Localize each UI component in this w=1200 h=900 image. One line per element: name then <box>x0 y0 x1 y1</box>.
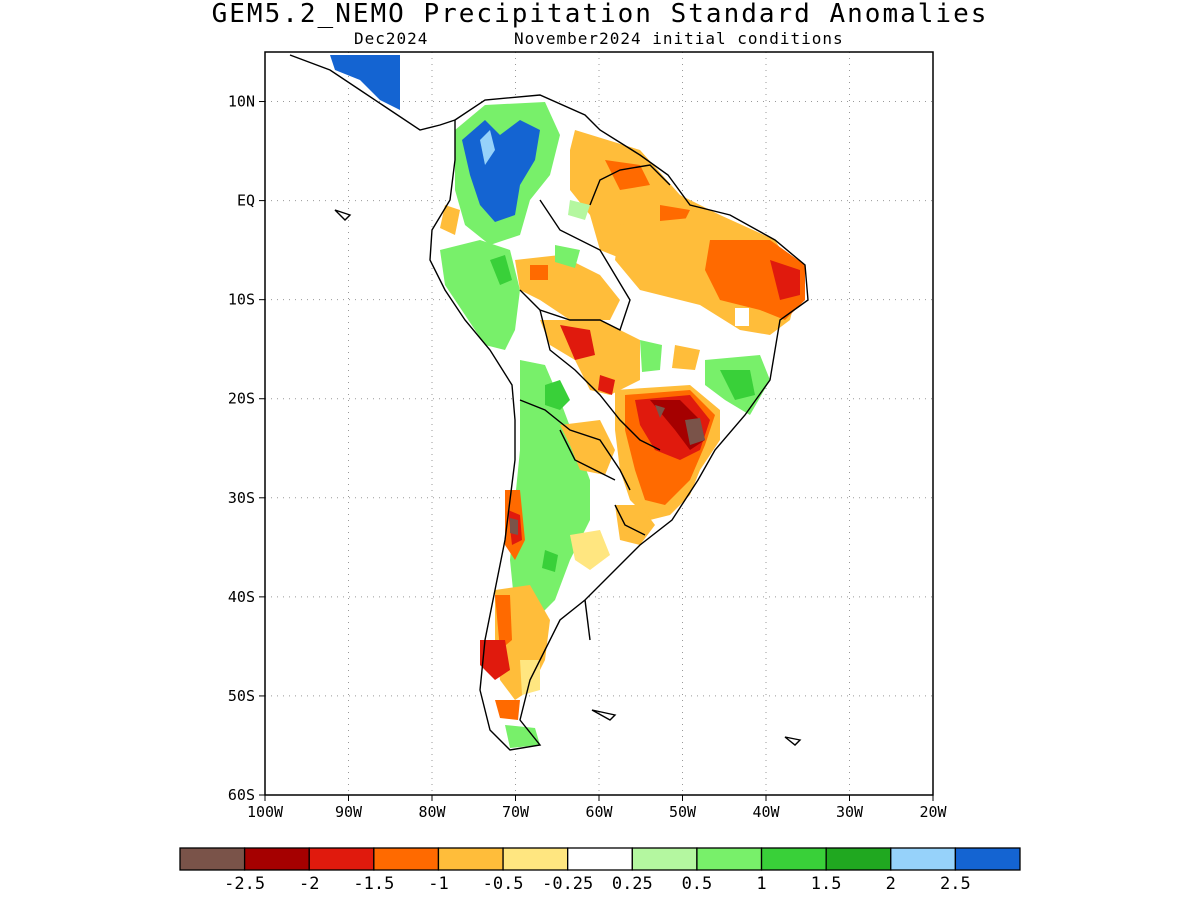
colorbar-label: -1 <box>428 874 448 894</box>
lon-label: 20W <box>919 803 947 821</box>
colorbar-swatch <box>760 847 827 871</box>
lon-label: 50W <box>669 803 697 821</box>
lon-label: 80W <box>418 803 446 821</box>
colorbar-swatch <box>437 847 504 871</box>
colorbar-label: -1.5 <box>353 874 394 894</box>
colorbar-label: 1.5 <box>811 874 842 894</box>
valid-month-label: Dec2024 <box>354 29 429 48</box>
lon-label: 90W <box>335 803 363 821</box>
colorbar-label: 1 <box>756 874 766 894</box>
colorbar-label: -2.5 <box>224 874 265 894</box>
colorbar-label: 0.5 <box>682 874 713 894</box>
colorbar-swatch <box>373 847 440 871</box>
colorbar-swatch <box>567 847 633 871</box>
colorbar-label: -2 <box>299 874 319 894</box>
lon-label: 100W <box>247 803 284 821</box>
lat-label: 10S <box>228 291 255 309</box>
colorbar-label: 0.25 <box>612 874 653 894</box>
map-title: GEM5.2_NEMO Precipitation Standard Anoma… <box>211 0 989 29</box>
colorbar-swatch <box>954 847 1021 871</box>
lon-label: 70W <box>502 803 530 821</box>
colorbar-swatch <box>308 847 375 871</box>
lat-label: 20S <box>228 390 255 408</box>
colorbar-swatch <box>179 847 246 871</box>
lon-label: 30W <box>836 803 864 821</box>
colorbar-label: -0.5 <box>483 874 524 894</box>
colorbar: -2.5 -2 -1.5 -1 -0.5 -0.25 0.25 0.5 1 1.5 2 2.5 <box>179 847 1021 894</box>
anomaly-field <box>330 55 808 750</box>
lat-label: 60S <box>228 786 255 804</box>
lat-label: 40S <box>228 588 255 606</box>
colorbar-swatch <box>825 847 892 871</box>
lat-label: 30S <box>228 489 255 507</box>
coastlines <box>289 54 809 751</box>
colorbar-swatch <box>243 847 310 871</box>
lat-label: 50S <box>228 687 255 705</box>
colorbar-swatch <box>696 847 763 871</box>
init-conditions-label: November2024 initial conditions <box>514 29 844 48</box>
lat-label: EQ <box>237 192 255 210</box>
colorbar-label: -0.25 <box>542 874 593 894</box>
lat-label: 10N <box>228 93 255 111</box>
colorbar-label: 2 <box>886 874 896 894</box>
lon-label: 60W <box>585 803 613 821</box>
colorbar-swatch <box>890 847 957 871</box>
colorbar-swatch <box>631 847 698 871</box>
colorbar-swatch <box>502 847 569 871</box>
colorbar-label: 2.5 <box>940 874 971 894</box>
lon-label: 40W <box>752 803 780 821</box>
